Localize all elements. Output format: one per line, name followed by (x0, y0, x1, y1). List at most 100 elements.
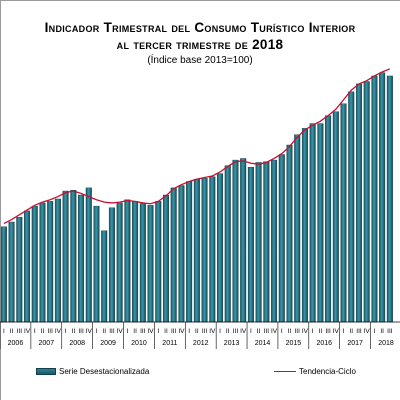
quarter-tick-label: IV (117, 328, 124, 335)
bar-7 (54, 198, 61, 323)
bar-26 (201, 178, 208, 323)
quarter-tick-label: II (257, 328, 261, 335)
year-tick-label: 2010 (131, 340, 147, 347)
bar-20 (155, 201, 162, 323)
bar-31 (240, 158, 247, 323)
quarter-tick-label: III (140, 328, 146, 335)
bar-33 (255, 162, 262, 323)
bar-24 (186, 181, 193, 323)
bar-16 (124, 199, 131, 323)
quarter-tick-label: III (17, 328, 23, 335)
quarter-tick-label: I (281, 328, 283, 335)
year-tick-label: 2012 (193, 340, 209, 347)
year-tick-label: 2006 (8, 340, 24, 347)
bar-10 (78, 194, 85, 323)
bar-19 (147, 205, 154, 323)
quarter-tick-label: I (157, 328, 159, 335)
bar-1 (8, 221, 15, 323)
bar-41 (317, 123, 324, 323)
legend-line-swatch (274, 371, 296, 373)
year-tick-label: 2015 (286, 340, 302, 347)
quarter-tick-label: III (171, 328, 177, 335)
bar-27 (209, 176, 216, 323)
quarter-tick-label: III (387, 328, 393, 335)
quarter-tick-label: I (374, 328, 376, 335)
legend-line-label: Tendencia-Ciclo (299, 367, 356, 376)
quarter-tick-label: I (188, 328, 190, 335)
chart-title-line2: al tercer trimestre de 2018 (116, 37, 284, 52)
quarter-tick-label: II (380, 328, 384, 335)
quarter-tick-label: III (233, 328, 239, 335)
quarter-tick-label: III (356, 328, 362, 335)
bar-38 (294, 134, 301, 323)
bar-11 (85, 187, 92, 323)
legend-line-entry: Tendencia-Ciclo (274, 367, 356, 376)
bar-23 (178, 185, 185, 323)
bar-14 (108, 207, 115, 323)
bar-series (0, 72, 393, 323)
quarter-tick-label: IV (178, 328, 185, 335)
year-tick-label: 2007 (39, 340, 55, 347)
quarter-tick-label: I (250, 328, 252, 335)
quarter-tick-label: IV (240, 328, 247, 335)
bar-34 (263, 161, 270, 323)
quarter-tick-label: II (164, 328, 168, 335)
bar-13 (101, 230, 108, 323)
quarter-tick-label: II (319, 328, 323, 335)
bar-17 (132, 201, 139, 323)
bar-4 (31, 205, 38, 323)
quarter-tick-label: III (295, 328, 301, 335)
bar-2 (16, 217, 23, 323)
quarter-tick-label: I (343, 328, 345, 335)
quarter-tick-label: IV (147, 328, 154, 335)
year-tick-label: 2011 (162, 340, 177, 347)
quarter-tick-label: III (109, 328, 115, 335)
bar-45 (348, 91, 355, 323)
quarter-tick-label: IV (24, 328, 31, 335)
year-tick-label: 2014 (255, 340, 271, 347)
bar-25 (193, 178, 200, 323)
bar-40 (309, 123, 316, 323)
year-tick-label: 2017 (347, 340, 363, 347)
year-tick-label: 2009 (100, 340, 116, 347)
quarter-tick-label: II (72, 328, 76, 335)
legend-bar-entry: Serie Desestacionalizada (36, 367, 149, 376)
quarter-tick-label: I (219, 328, 221, 335)
quarter-tick-label: IV (209, 328, 216, 335)
bar-3 (24, 210, 31, 323)
quarter-tick-label: III (78, 328, 84, 335)
quarter-tick-label: III (202, 328, 208, 335)
bar-12 (93, 205, 100, 323)
bar-9 (70, 190, 77, 323)
legend-bar-label: Serie Desestacionalizada (59, 367, 150, 376)
bar-49 (379, 72, 386, 323)
bar-35 (271, 159, 278, 323)
year-tick-label: 2008 (69, 340, 85, 347)
quarter-tick-label: I (65, 328, 67, 335)
bar-32 (247, 167, 254, 323)
quarter-tick-label: II (195, 328, 199, 335)
bar-47 (363, 81, 370, 323)
quarter-tick-label: I (96, 328, 98, 335)
bar-50 (386, 75, 393, 323)
quarter-tick-label: II (133, 328, 137, 335)
legend-bar-swatch (36, 368, 56, 376)
x-axis: I II III IV I II III IV I II III IV I II III IV I II III IV… (0, 321, 400, 349)
year-tick-label: 2018 (378, 340, 394, 347)
quarter-tick-label: I (34, 328, 36, 335)
quarter-tick-label: IV (364, 328, 371, 335)
quarter-tick-label: II (349, 328, 353, 335)
quarter-tick-label: III (325, 328, 331, 335)
chart-title-line1: Indicador Trimestral del Consumo Turísti… (44, 20, 356, 35)
bar-21 (162, 194, 169, 323)
bar-18 (139, 203, 146, 323)
bar-28 (217, 173, 224, 323)
bar-22 (170, 187, 177, 323)
bar-29 (224, 165, 231, 323)
bar-8 (62, 190, 69, 323)
trend-series (3, 68, 391, 225)
bar-36 (278, 154, 285, 323)
bar-6 (47, 201, 54, 323)
quarter-tick-label: I (3, 328, 5, 335)
